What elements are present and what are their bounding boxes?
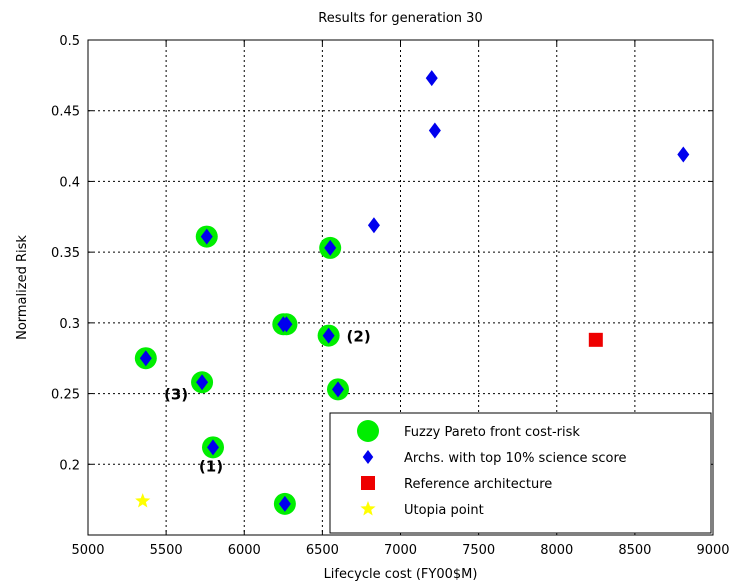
x-tick-label: 5000 [71,543,104,558]
point-diamond [278,495,291,512]
legend-label: Utopia point [404,503,484,518]
annotations: (1) (2) (3) [164,328,371,476]
y-tick-label: 0.25 [51,388,80,403]
x-tick-label: 8500 [618,543,651,558]
x-tick-label: 5500 [150,543,183,558]
legend-label: Fuzzy Pareto front cost-risk [404,425,580,440]
legend-marker-star [360,501,376,516]
y-tick-label: 0.35 [51,246,80,261]
point-diamond [428,122,441,139]
point-diamond [425,70,438,87]
legend-marker-diamond [362,450,374,464]
x-tick-label: 8000 [540,543,573,558]
x-axis: 5000 5500 6000 6500 7000 7500 8000 8500 9000 [71,40,730,558]
legend-label: Archs. with top 10% science score [404,451,627,466]
legend-marker-square [361,476,375,490]
point-star [135,493,151,508]
legend-marker-circle [357,420,379,442]
y-tick-label: 0.4 [59,175,80,190]
point-diamond [324,239,337,256]
x-tick-label: 6500 [306,543,339,558]
point-diamond [367,217,380,234]
point-diamond [332,381,344,398]
x-tick-label: 7000 [384,543,417,558]
legend-box [329,412,712,534]
y-tick-label: 0.3 [59,317,80,332]
point-diamond [139,350,152,367]
point-diamond [196,374,209,391]
x-tick-label: 6000 [228,543,261,558]
point-diamond [677,146,690,163]
x-tick-label: 7500 [462,543,495,558]
x-tick-label: 9000 [696,543,729,558]
x-axis-title: Lifecycle cost (FY00$M) [324,567,478,582]
y-tick-label: 0.45 [51,105,80,120]
point-diamond [207,439,219,456]
y-axis-title: Normalized Risk [15,235,30,340]
point-diamond [200,228,213,245]
point-diamond [322,327,335,344]
annotation-label: (3) [164,385,188,403]
legend-label: Reference architecture [404,477,552,492]
y-axis: 0.2 0.25 0.3 0.35 0.4 0.45 0.5 [51,34,713,473]
annotation-label: (1) [199,457,223,475]
chart-title: Results for generation 30 [318,11,482,26]
point-diamond [280,316,293,333]
annotation-label: (2) [347,328,371,346]
data-points [134,70,690,515]
y-tick-label: 0.2 [59,458,80,473]
legend: Fuzzy Pareto front cost-risk Archs. with … [329,412,712,534]
point-square [588,332,603,347]
y-tick-label: 0.5 [59,34,80,49]
